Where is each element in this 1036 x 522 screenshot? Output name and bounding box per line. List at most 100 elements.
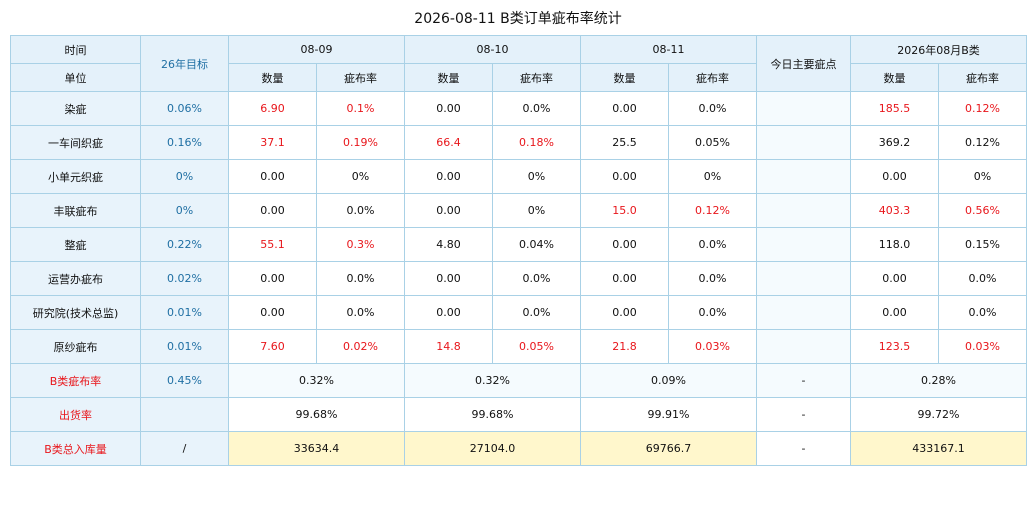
summary-main-defect: -: [756, 363, 851, 398]
cell-d1-qty: 0.00: [228, 261, 317, 296]
header-qty-2: 数量: [404, 63, 493, 92]
table-row: 一车间织疵 0.16% 37.1 0.19% 66.4 0.18% 25.5 0…: [10, 125, 1028, 160]
cell-d3-qty: 0.00: [580, 159, 669, 194]
summary-row-stock: B类总入库量 / 33634.4 27104.0 69766.7 - 43316…: [10, 431, 1028, 466]
cell-d1-qty: 37.1: [228, 125, 317, 160]
summary-row-defect-rate: B类疵布率 0.45% 0.32% 0.32% 0.09% - 0.28%: [10, 363, 1028, 398]
cell-month-qty: 0.00: [850, 295, 939, 330]
header-row-dates: 时间 26年目标 08-09 08-10 08-11 今日主要疵点 2026年0…: [10, 35, 1028, 92]
summary-d3: 0.09%: [580, 363, 757, 398]
cell-d2-qty: 66.4: [404, 125, 493, 160]
defect-rate-table: 时间 26年目标 08-09 08-10 08-11 今日主要疵点 2026年0…: [10, 35, 1028, 466]
cell-d2-rate: 0%: [492, 193, 581, 228]
cell-d3-qty: 21.8: [580, 329, 669, 364]
row-target: 0%: [140, 193, 229, 228]
cell-d2-qty: 0.00: [404, 159, 493, 194]
cell-d1-rate: 0.19%: [316, 125, 405, 160]
cell-d3-qty: 0.00: [580, 295, 669, 330]
table-row: 染疵 0.06% 6.90 0.1% 0.00 0.0% 0.00 0.0% 1…: [10, 91, 1028, 126]
cell-month-qty: 0.00: [850, 159, 939, 194]
header-unit: 单位: [10, 63, 141, 92]
header-qty-3: 数量: [580, 63, 669, 92]
header-qty-1: 数量: [228, 63, 317, 92]
summary-target: [140, 397, 229, 432]
cell-d3-rate: 0.03%: [668, 329, 757, 364]
cell-month-rate: 0.0%: [937, 261, 1028, 296]
cell-month-rate: 0.56%: [937, 193, 1028, 228]
cell-main-defect: [756, 261, 851, 296]
row-name: 整疵: [10, 227, 141, 262]
row-name: 研究院(技术总监): [10, 295, 141, 330]
cell-month-qty: 0.00: [850, 261, 939, 296]
cell-month-qty: 403.3: [850, 193, 939, 228]
cell-d3-qty: 15.0: [580, 193, 669, 228]
header-qty-month: 数量: [850, 63, 939, 92]
cell-d3-qty: 0.00: [580, 91, 669, 126]
summary-month: 433167.1: [849, 431, 1028, 466]
cell-main-defect: [756, 295, 851, 330]
table-row: 整疵 0.22% 55.1 0.3% 4.80 0.04% 0.00 0.0% …: [10, 227, 1028, 262]
cell-month-rate: 0.0%: [937, 295, 1028, 330]
cell-d1-qty: 6.90: [228, 91, 317, 126]
cell-d2-qty: 0.00: [404, 193, 493, 228]
row-target: 0.01%: [140, 295, 229, 330]
cell-month-rate: 0%: [937, 159, 1028, 194]
row-target: 0.06%: [140, 91, 229, 126]
cell-d3-rate: 0.0%: [668, 295, 757, 330]
summary-d1: 33634.4: [228, 431, 405, 466]
cell-d3-qty: 0.00: [580, 227, 669, 262]
table-row: 丰联疵布 0% 0.00 0.0% 0.00 0% 15.0 0.12% 403…: [10, 193, 1028, 228]
cell-month-rate: 0.03%: [937, 329, 1028, 364]
cell-d2-rate: 0.0%: [492, 261, 581, 296]
table-row: 运营办疵布 0.02% 0.00 0.0% 0.00 0.0% 0.00 0.0…: [10, 261, 1028, 296]
cell-d1-qty: 0.00: [228, 193, 317, 228]
cell-main-defect: [756, 159, 851, 194]
summary-label: B类总入库量: [10, 431, 141, 466]
row-target: 0.22%: [140, 227, 229, 262]
header-main-defect: 今日主要疵点: [756, 35, 851, 92]
header-month: 2026年08月B类: [849, 35, 1028, 64]
header-rate-month: 疵布率: [937, 63, 1028, 92]
cell-month-qty: 369.2: [850, 125, 939, 160]
cell-d1-rate: 0.0%: [316, 261, 405, 296]
header-date-2: 08-10: [404, 35, 581, 64]
header-rate-2: 疵布率: [492, 63, 581, 92]
header-rate-3: 疵布率: [668, 63, 757, 92]
cell-d3-qty: 25.5: [580, 125, 669, 160]
summary-d2: 0.32%: [404, 363, 581, 398]
row-target: 0.16%: [140, 125, 229, 160]
cell-d2-rate: 0.04%: [492, 227, 581, 262]
header-target: 26年目标: [140, 35, 229, 92]
cell-d3-rate: 0.05%: [668, 125, 757, 160]
cell-d2-rate: 0.0%: [492, 91, 581, 126]
cell-main-defect: [756, 125, 851, 160]
summary-month: 99.72%: [849, 397, 1028, 432]
cell-d2-qty: 4.80: [404, 227, 493, 262]
row-name: 丰联疵布: [10, 193, 141, 228]
summary-target: 0.45%: [140, 363, 229, 398]
cell-main-defect: [756, 227, 851, 262]
cell-month-qty: 118.0: [850, 227, 939, 262]
table-row: 原纱疵布 0.01% 7.60 0.02% 14.8 0.05% 21.8 0.…: [10, 329, 1028, 364]
summary-main-defect: -: [756, 397, 851, 432]
header-row-metrics: 单位 数量 疵布率 数量 疵布率 数量 疵布率 数量 疵布率: [10, 63, 1028, 92]
cell-d1-qty: 7.60: [228, 329, 317, 364]
cell-d3-qty: 0.00: [580, 261, 669, 296]
row-name: 染疵: [10, 91, 141, 126]
summary-month: 0.28%: [849, 363, 1028, 398]
summary-d1: 0.32%: [228, 363, 405, 398]
row-name: 一车间织疵: [10, 125, 141, 160]
cell-d2-qty: 14.8: [404, 329, 493, 364]
summary-target: /: [140, 431, 229, 466]
page-title: 2026-08-11 B类订单疵布率统计: [414, 11, 622, 27]
cell-d2-qty: 0.00: [404, 295, 493, 330]
summary-label: 出货率: [10, 397, 141, 432]
cell-month-qty: 123.5: [850, 329, 939, 364]
row-name: 运营办疵布: [10, 261, 141, 296]
summary-d3: 69766.7: [580, 431, 757, 466]
row-target: 0.01%: [140, 329, 229, 364]
cell-month-rate: 0.12%: [937, 91, 1028, 126]
cell-d1-rate: 0%: [316, 159, 405, 194]
cell-d3-rate: 0.0%: [668, 227, 757, 262]
cell-d3-rate: 0.0%: [668, 261, 757, 296]
